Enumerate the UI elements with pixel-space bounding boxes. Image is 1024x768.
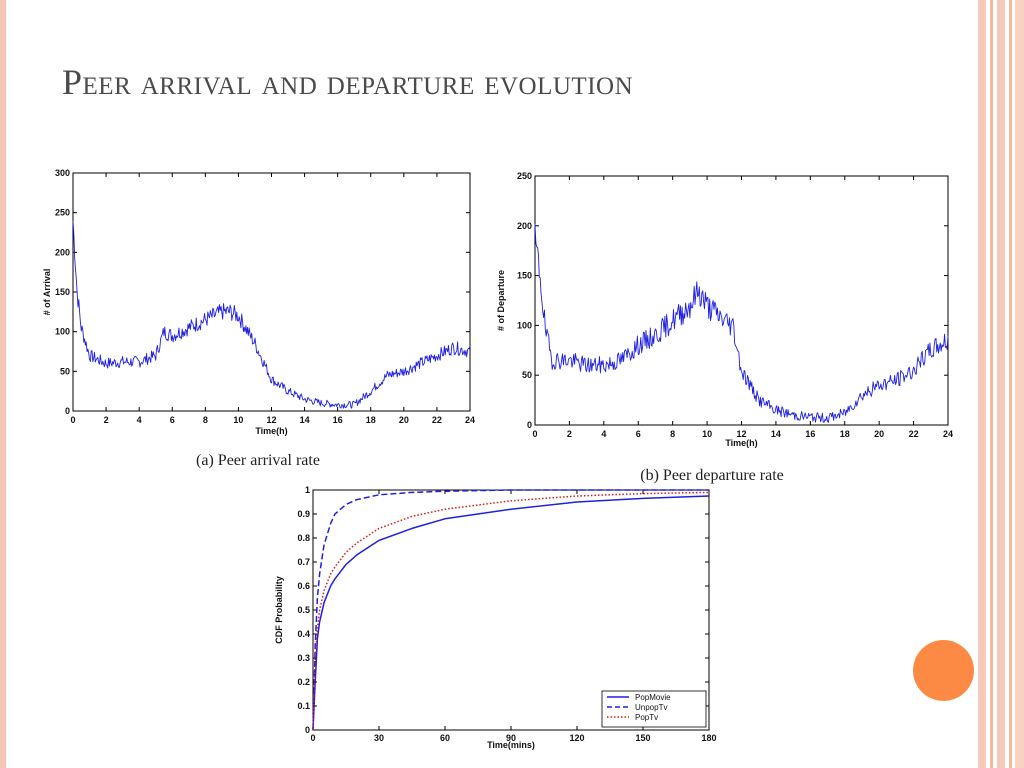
y-tick-label: 50 [522,370,532,380]
x-tick-label: 16 [805,429,815,439]
x-tick-label: 10 [233,415,243,425]
x-tick-label: 12 [736,429,746,439]
x-axis-label: Time(mins) [487,740,535,750]
slide-title: Peer arrival and departure evolution [62,62,634,102]
x-tick-label: 30 [374,733,384,743]
y-tick-label: 250 [55,208,70,218]
slide-frame-left [0,0,6,768]
y-tick-label: 200 [55,247,70,257]
y-tick-label: 0.1 [297,701,310,711]
plot-frame [72,172,471,412]
x-axis-label: Time(h) [725,438,757,448]
legend-label: PopTv [635,713,658,722]
y-tick-label: 0 [305,725,310,735]
decor-stripe [978,0,986,768]
y-tick-label: 0.2 [297,677,310,687]
y-tick-label: 150 [517,271,532,281]
y-tick-label: 50 [60,366,70,376]
x-tick-label: 60 [440,733,450,743]
y-tick-label: 0.7 [297,557,310,567]
x-tick-label: 24 [465,415,475,425]
decor-stripe [990,0,993,768]
x-tick-label: 8 [670,429,675,439]
decor-stripe [1009,0,1012,768]
y-tick-label: 0 [65,406,70,416]
y-tick-label: 100 [517,320,532,330]
x-tick-label: 180 [701,733,716,743]
peer-arrival-chart: 0 2 4 6 8 10 12 14 16 18 20 22 24050100150200250300T… [42,168,475,469]
x-tick-label: 120 [569,733,584,743]
cdf-chart: 0 30 60 90 120 150 180 0 0.1 0.2 0.3 0.4 0.5 0.6 0.7 0.… [274,485,717,750]
y-tick-label: 0.4 [297,629,310,639]
y-tick-label: 100 [55,327,70,337]
y-tick-label: 0.9 [297,509,310,519]
y-tick-label: 300 [55,168,70,178]
x-tick-label: 18 [366,415,376,425]
series-line [72,220,471,409]
x-tick-label: 4 [137,415,142,425]
y-tick-label: 1 [305,485,310,495]
x-tick-label: 20 [399,415,409,425]
decor-stripe [997,0,1005,768]
x-tick-label: 0 [532,429,537,439]
chart-caption: (b) Peer departure rate [640,467,783,484]
legend-label: PopMovie [635,693,671,702]
y-axis-label: # of Departure [496,270,506,331]
x-tick-label: 10 [702,429,712,439]
x-tick-label: 14 [300,415,310,425]
orange-circle-decoration [913,640,974,701]
x-tick-label: 14 [771,429,781,439]
x-axis-label: Time(h) [255,426,287,436]
chart-caption: (a) Peer arrival rate [196,452,320,469]
x-tick-label: 24 [943,429,953,439]
y-axis-label: CDF Probability [274,576,284,644]
y-tick-label: 150 [55,287,70,297]
x-tick-label: 150 [635,733,650,743]
x-tick-label: 8 [203,415,208,425]
x-tick-label: 20 [874,429,884,439]
series-line [534,223,949,423]
x-tick-label: 22 [909,429,919,439]
x-tick-label: 0 [310,733,315,743]
y-tick-label: 0 [527,420,532,430]
decor-stripe [1015,0,1024,768]
y-tick-label: 0.3 [297,653,310,663]
x-tick-label: 18 [840,429,850,439]
x-tick-label: 6 [636,429,641,439]
x-tick-label: 22 [432,415,442,425]
x-tick-label: 2 [104,415,109,425]
series-line [312,489,709,731]
x-tick-label: 2 [567,429,572,439]
x-tick-label: 16 [333,415,343,425]
series-line [312,495,710,731]
x-tick-label: 12 [266,415,276,425]
legend-label: UnpopTv [635,703,667,712]
peer-departure-chart: 0 2 4 6 8 10 12 14 16 18 20 22 24050100150200250Time… [496,171,953,484]
y-tick-label: 0.8 [297,533,310,543]
x-tick-label: 4 [601,429,606,439]
x-tick-label: 90 [506,733,516,743]
x-tick-label: 0 [70,415,75,425]
y-axis-label: # of Arrival [42,269,52,316]
y-tick-label: 0.5 [297,605,310,615]
y-tick-label: 200 [517,221,532,231]
y-tick-label: 250 [517,171,532,181]
x-tick-label: 6 [170,415,175,425]
y-tick-label: 0.6 [297,581,310,591]
